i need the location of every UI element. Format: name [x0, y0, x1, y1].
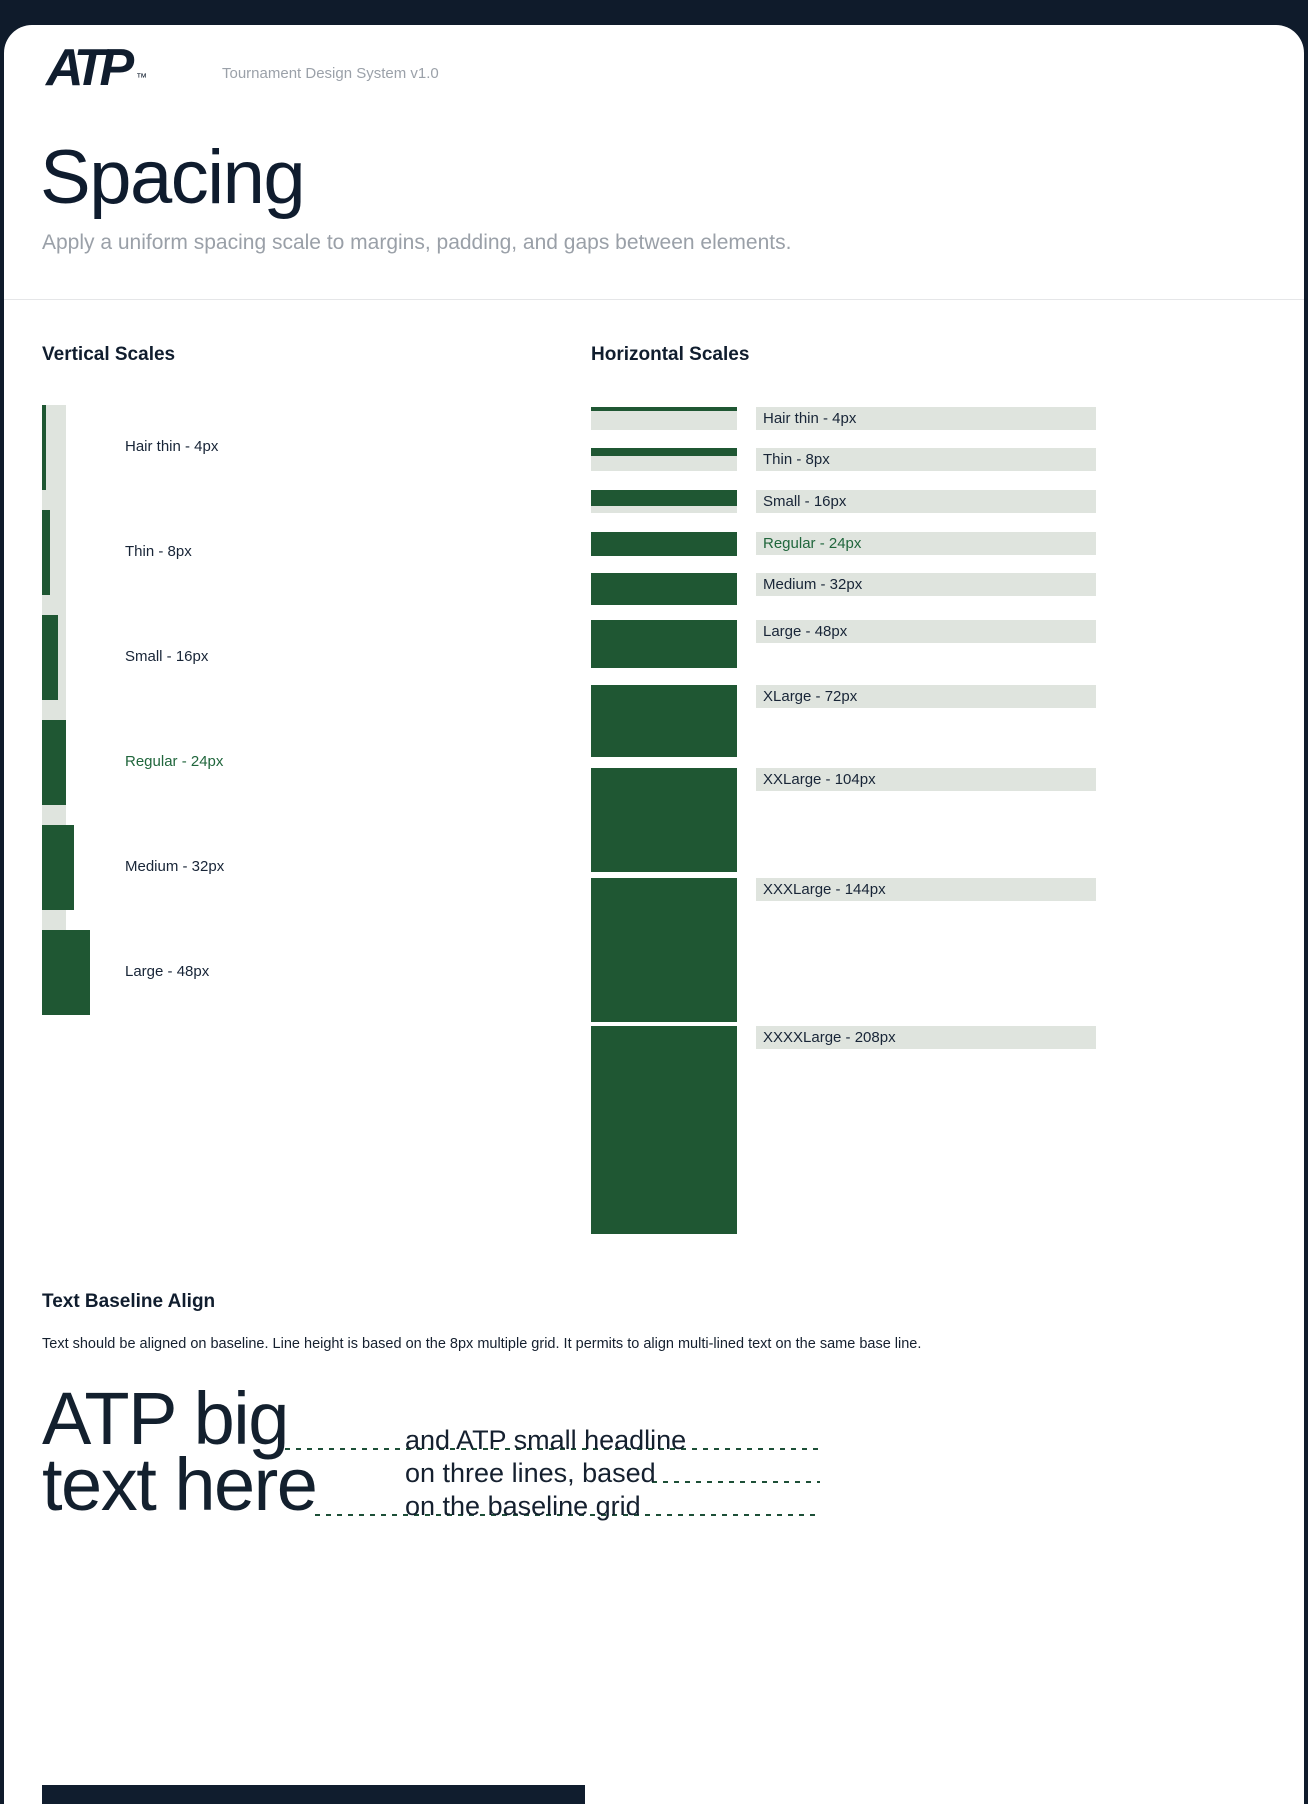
- horizontal-scale-bar: [591, 878, 737, 1022]
- vertical-scales-heading: Vertical Scales: [42, 344, 176, 365]
- horizontal-scale-label-strip: XLarge - 72px: [756, 685, 1096, 708]
- vertical-scale-bar: [42, 825, 74, 910]
- horizontal-scale-label: Medium - 32px: [763, 576, 863, 593]
- trademark-symbol: ™: [136, 72, 148, 84]
- text-line: ATP big: [42, 1377, 289, 1460]
- atp-logo-wordmark: ATP: [46, 39, 134, 97]
- vertical-scale-label: Medium - 32px: [125, 858, 225, 875]
- horizontal-scale-label: XXXLarge - 144px: [763, 881, 886, 898]
- atp-logo: ATP ™: [46, 42, 147, 94]
- text-line: on the baseline grid: [405, 1491, 641, 1521]
- horizontal-scale-label: Regular - 24px: [763, 535, 862, 552]
- baseline-description: Text should be aligned on baseline. Line…: [42, 1336, 922, 1352]
- horizontal-scale-label-strip: Regular - 24px: [756, 532, 1096, 555]
- horizontal-scale-bar: [591, 685, 737, 757]
- horizontal-scale-track: [591, 407, 737, 430]
- horizontal-scale-label-strip: Thin - 8px: [756, 448, 1096, 471]
- horizontal-scale-label: XXLarge - 104px: [763, 771, 876, 788]
- baseline-guide-line: [652, 1481, 820, 1483]
- horizontal-scale-label: XLarge - 72px: [763, 688, 858, 705]
- horizontal-scale-label: Thin - 8px: [763, 451, 830, 468]
- horizontal-scale-bar: [591, 620, 737, 668]
- horizontal-scale-label-strip: XXXLarge - 144px: [756, 878, 1096, 901]
- horizontal-scale-bar: [591, 1026, 737, 1234]
- vertical-scale-bar: [42, 930, 90, 1015]
- page-subtitle: Apply a uniform spacing scale to margins…: [42, 231, 792, 254]
- vertical-scale-bar: [42, 510, 50, 595]
- horizontal-scale-label-strip: XXXXLarge - 208px: [756, 1026, 1096, 1049]
- horizontal-scale-label: Small - 16px: [763, 493, 847, 510]
- horizontal-scale-label: Large - 48px: [763, 623, 848, 640]
- horizontal-scale-bar: [591, 407, 737, 411]
- horizontal-scale-label-strip: Medium - 32px: [756, 573, 1096, 596]
- page-title: Spacing: [40, 135, 306, 220]
- horizontal-scale-bar: [591, 768, 737, 872]
- baseline-guide-line: [315, 1514, 820, 1516]
- vertical-scale-label: Large - 48px: [125, 963, 210, 980]
- horizontal-scale-label: Hair thin - 4px: [763, 410, 857, 427]
- baseline-next-line-block: [42, 1785, 585, 1804]
- horizontal-scale-label-strip: Hair thin - 4px: [756, 407, 1096, 430]
- vertical-scale-label: Hair thin - 4px: [125, 438, 219, 455]
- text-line: text here: [42, 1443, 318, 1526]
- baseline-big-text: ATP big text here: [42, 1377, 318, 1526]
- horizontal-scale-bar: [591, 490, 737, 506]
- horizontal-scale-label: XXXXLarge - 208px: [763, 1029, 896, 1046]
- text-line: on three lines, based: [405, 1458, 656, 1488]
- horizontal-scale-label-strip: Large - 48px: [756, 620, 1096, 643]
- horizontal-scale-bar: [591, 448, 737, 456]
- vertical-scale-bar: [42, 405, 46, 490]
- vertical-scale-label: Thin - 8px: [125, 543, 192, 560]
- baseline-heading: Text Baseline Align: [42, 1291, 216, 1312]
- vertical-scale-label: Small - 16px: [125, 648, 209, 665]
- header-divider: [4, 299, 1304, 300]
- horizontal-scale-bar: [591, 532, 737, 556]
- vertical-scale-bar: [42, 720, 66, 805]
- horizontal-scale-label-strip: Small - 16px: [756, 490, 1096, 513]
- baseline-small-text: and ATP small headline on three lines, b…: [405, 1424, 686, 1523]
- text-line: and ATP small headline: [405, 1425, 687, 1455]
- vertical-scale-label: Regular - 24px: [125, 753, 224, 770]
- baseline-guide-line: [285, 1448, 820, 1450]
- design-system-label: Tournament Design System v1.0: [222, 65, 439, 82]
- vertical-scale-bar: [42, 615, 58, 700]
- horizontal-scale-label-strip: XXLarge - 104px: [756, 768, 1096, 791]
- horizontal-scale-bar: [591, 573, 737, 605]
- horizontal-scales-heading: Horizontal Scales: [591, 344, 750, 365]
